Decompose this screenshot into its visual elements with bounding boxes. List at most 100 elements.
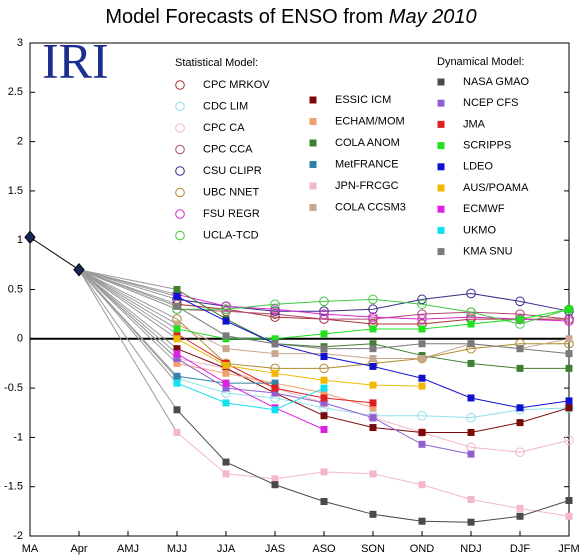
marker	[466, 288, 476, 299]
chart-title-group: Model Forecasts of ENSO from May 2010	[105, 6, 476, 28]
connector	[78, 269, 178, 297]
marker	[271, 406, 279, 414]
connector	[78, 269, 178, 433]
legend-marker	[175, 144, 185, 155]
marker	[369, 424, 377, 432]
marker	[320, 384, 328, 392]
marker	[320, 345, 328, 353]
legend-label: CPC MRKOV	[203, 79, 270, 91]
legend-label: ESSIC ICM	[335, 94, 391, 106]
legend-marker	[309, 161, 317, 168]
y-tick-label: -1.5	[4, 481, 23, 493]
marker	[515, 447, 525, 457]
marker	[515, 296, 525, 307]
marker	[320, 389, 328, 397]
marker	[369, 404, 377, 412]
marker	[271, 369, 279, 377]
legend-marker	[437, 205, 445, 213]
legend-label: NCEP CFS	[463, 97, 518, 109]
marker	[466, 412, 476, 423]
legend-title: Dynamical Model:	[437, 56, 524, 68]
marker	[565, 364, 573, 372]
connector	[78, 269, 178, 354]
marker	[320, 394, 328, 402]
marker	[467, 518, 475, 526]
marker	[565, 397, 573, 405]
marker	[222, 361, 230, 369]
chart-title: Model Forecasts of ENSO from	[105, 6, 383, 28]
marker	[516, 364, 524, 372]
marker	[565, 512, 573, 520]
marker	[418, 481, 426, 489]
connector	[78, 269, 178, 325]
marker	[516, 504, 524, 512]
marker	[418, 440, 426, 448]
marker	[320, 376, 328, 384]
marker	[320, 468, 328, 476]
series-line	[176, 382, 325, 411]
legend-marker	[437, 163, 445, 171]
marker	[270, 309, 280, 319]
marker	[173, 359, 181, 367]
legend-label: CPC CA	[203, 122, 245, 134]
marker	[418, 355, 426, 363]
marker	[418, 428, 426, 436]
legend-marker	[175, 187, 185, 198]
series-line	[177, 298, 570, 325]
legend-label: COLA ANOM	[335, 137, 400, 149]
marker	[271, 350, 279, 358]
observed-line	[29, 236, 80, 271]
marker	[271, 481, 279, 489]
marker	[320, 412, 328, 420]
connector	[78, 269, 178, 335]
marker	[173, 302, 181, 310]
marker	[418, 374, 426, 382]
x-tick-label: OND	[410, 543, 435, 555]
legend-marker	[175, 123, 185, 133]
legend-marker	[309, 96, 317, 104]
marker	[565, 335, 573, 343]
marker	[319, 296, 329, 307]
marker	[173, 406, 181, 414]
marker	[516, 512, 524, 520]
legend-label: SCRIPPS	[463, 140, 511, 152]
marker	[565, 404, 573, 412]
marker	[271, 335, 279, 343]
marker	[418, 517, 426, 525]
legend-label: JPN-FRCGC	[335, 180, 399, 192]
marker	[320, 353, 328, 361]
marker	[173, 379, 181, 387]
marker	[222, 332, 230, 340]
legend-label: UCLA-TCD	[203, 229, 259, 241]
connector	[78, 269, 178, 340]
connector	[78, 269, 178, 364]
x-tick-label: SON	[361, 543, 385, 555]
marker	[271, 379, 279, 387]
marker	[466, 307, 476, 317]
legend-marker	[175, 209, 185, 219]
y-tick-label: -0.5	[4, 382, 23, 394]
marker	[173, 292, 181, 300]
marker	[417, 410, 427, 421]
marker	[222, 458, 230, 466]
legend-label: ECHAM/MOM	[335, 115, 405, 127]
legend-marker	[175, 230, 185, 241]
y-tick-label: 0.5	[8, 283, 23, 295]
marker	[564, 316, 574, 326]
y-tick-label: 3	[17, 37, 23, 49]
marker	[173, 325, 181, 333]
legend-marker	[309, 204, 317, 211]
marker	[564, 435, 574, 446]
series-line	[176, 353, 325, 430]
legend-label: NASA GMAO	[463, 76, 529, 88]
legend-label: AUS/POAMA	[463, 182, 529, 194]
marker	[222, 379, 230, 387]
marker	[417, 314, 427, 324]
logo: IRI	[42, 32, 109, 88]
y-tick-label: 2	[17, 136, 23, 148]
y-tick-label: 1	[17, 234, 23, 246]
legend-label: UBC NNET	[203, 186, 260, 198]
marker	[270, 312, 280, 322]
marker	[222, 317, 230, 325]
marker	[516, 315, 524, 323]
